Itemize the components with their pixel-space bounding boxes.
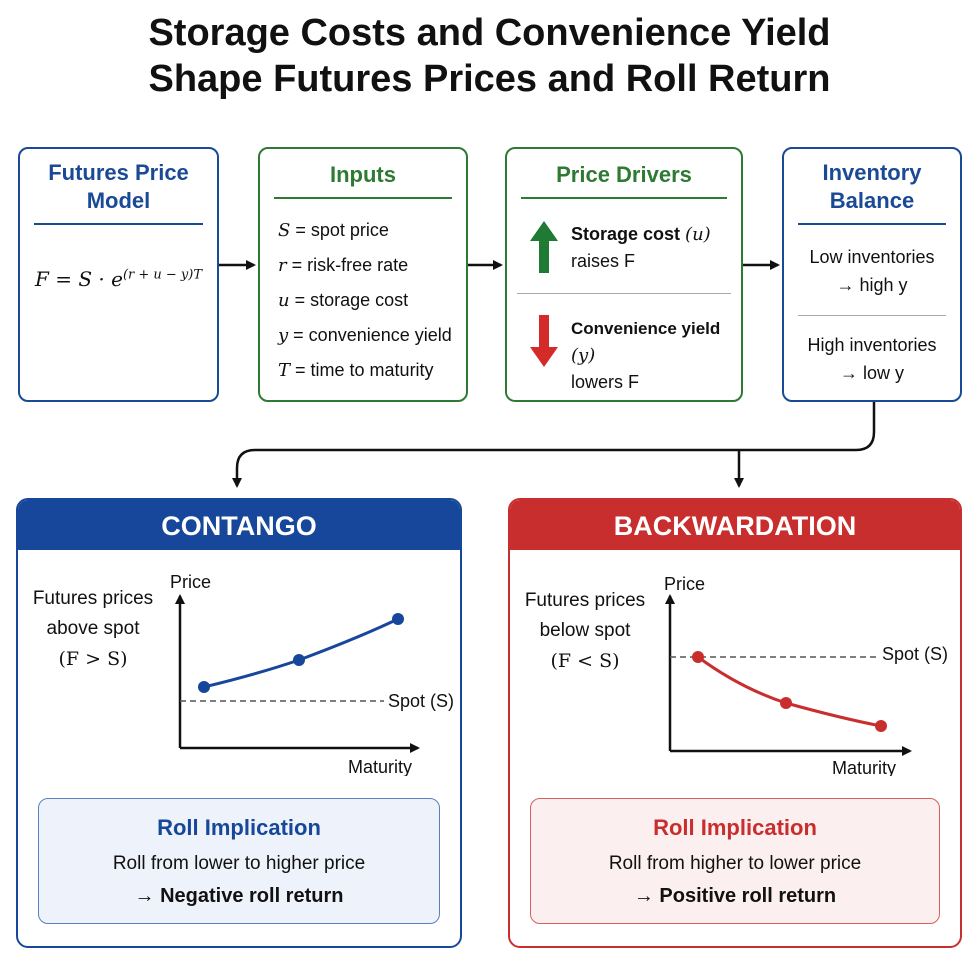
backwardation-desc-line-2: below spot <box>539 620 631 641</box>
low-inventories-text: Low inventories → high y <box>784 243 960 299</box>
price-drivers-title: Price Drivers <box>521 161 727 199</box>
low-inventories-line-2: → high y <box>836 275 908 295</box>
contango-chart: Price Maturity Spot (S) <box>170 572 454 776</box>
input-desc: = storage cost <box>289 290 409 310</box>
contango-y-label: Price <box>170 572 211 592</box>
inventory-title-line-2: Balance <box>829 188 915 213</box>
inventory-balance-box: Inventory Balance Low inventories → high… <box>782 147 962 402</box>
futures-price-model-box: Futures Price Model F = S · e(r + u − y)… <box>18 147 219 402</box>
input-desc: = convenience yield <box>288 325 452 345</box>
contango-roll-box: Roll Implication Roll from lower to high… <box>38 798 440 924</box>
backwardation-panel: BACKWARDATION Futures prices below spot … <box>508 498 962 948</box>
contango-point <box>293 654 305 666</box>
price-drivers-box: Price Drivers Storage cost (u) raises F … <box>505 147 743 402</box>
low-inventories-line-1: Low inventories <box>809 247 935 267</box>
input-symbol: T <box>278 360 291 381</box>
backwardation-roll-box: Roll Implication Roll from higher to low… <box>530 798 940 924</box>
backwardation-roll-line: Roll from higher to lower price <box>608 853 862 874</box>
inputs-list: S = spot price r = risk-free rate u = st… <box>278 213 466 388</box>
contango-point <box>198 681 210 693</box>
driver-storage-cost: Storage cost (u) raises F <box>507 221 741 281</box>
convenience-yield-effect: lowers F <box>571 372 640 392</box>
contango-desc-line-2: above spot <box>46 618 140 639</box>
input-desc: = risk-free rate <box>286 255 409 275</box>
backwardation-point <box>780 697 792 709</box>
backwardation-desc-line-3: (F < S) <box>550 650 620 672</box>
page-title: Storage Costs and Convenience Yield Shap… <box>0 10 979 102</box>
model-title-line-1: Futures Price <box>48 160 189 185</box>
inputs-title: Inputs <box>274 161 452 199</box>
high-inventories-line-2: → low y <box>839 363 904 383</box>
contango-description: Futures prices above spot (F > S) <box>28 584 158 674</box>
input-item: T = time to maturity <box>278 353 466 388</box>
contango-desc-line-1: Futures prices <box>32 588 154 609</box>
futures-formula: F = S · e(r + u − y)T <box>20 267 217 291</box>
formula-exponent: (r + u − y)T <box>122 267 203 283</box>
down-arrow-icon <box>530 315 558 367</box>
contango-desc-line-3: (F > S) <box>58 648 128 670</box>
backwardation-spot-label: Spot (S) <box>882 644 948 664</box>
convenience-yield-label: Convenience yield <box>571 319 721 338</box>
high-inventories-line-1: High inventories <box>807 335 937 355</box>
inventory-title: Inventory Balance <box>798 159 946 225</box>
input-item: r = risk-free rate <box>278 248 466 283</box>
input-symbol: y <box>278 325 289 346</box>
backwardation-curve <box>697 655 882 728</box>
backwardation-desc-line-1: Futures prices <box>524 590 646 611</box>
model-title-line-2: Model <box>86 188 151 213</box>
backwardation-x-label: Maturity <box>832 758 896 776</box>
high-inventories-text: High inventories → low y <box>784 331 960 387</box>
input-item: u = storage cost <box>278 283 466 318</box>
backwardation-point <box>692 651 704 663</box>
input-desc: = spot price <box>290 220 389 240</box>
inventory-title-line-1: Inventory <box>822 160 922 185</box>
drivers-divider <box>517 293 731 294</box>
title-line-1: Storage Costs and Convenience Yield <box>148 12 831 54</box>
contango-roll-result: → Negative roll return <box>134 885 344 907</box>
storage-cost-label: Storage cost <box>571 224 681 244</box>
contango-point <box>392 613 404 625</box>
backwardation-header: BACKWARDATION <box>510 500 960 550</box>
backwardation-roll-title: Roll Implication <box>653 815 817 840</box>
formula-base: F = S · e <box>34 267 123 291</box>
up-arrow-icon <box>530 221 558 273</box>
contango-header: CONTANGO <box>18 500 460 550</box>
storage-cost-text: Storage cost (u) raises F <box>571 221 711 274</box>
backwardation-roll-result: → Positive roll return <box>633 885 837 907</box>
inventory-divider <box>798 315 946 316</box>
input-symbol: S <box>278 220 291 241</box>
contango-x-label: Maturity <box>348 757 412 776</box>
contango-panel: CONTANGO Futures prices above spot (F > … <box>16 498 462 948</box>
connector-inventory-to-panels <box>232 402 876 488</box>
contango-spot-label: Spot (S) <box>388 691 454 711</box>
model-title: Futures Price Model <box>34 159 203 225</box>
convenience-yield-text: Convenience yield (y) lowers F <box>571 315 741 395</box>
contango-curve <box>203 617 399 689</box>
convenience-yield-symbol: (y) <box>571 345 596 366</box>
storage-cost-symbol: (u) <box>685 224 711 245</box>
input-item: y = convenience yield <box>278 318 466 353</box>
contango-roll-line: Roll from lower to higher price <box>112 853 366 874</box>
storage-cost-effect: raises F <box>571 251 636 271</box>
input-symbol: u <box>278 290 290 311</box>
backwardation-y-label: Price <box>664 574 705 594</box>
backwardation-point <box>875 720 887 732</box>
input-symbol: r <box>278 255 287 276</box>
input-desc: = time to maturity <box>290 360 434 380</box>
backwardation-description: Futures prices below spot (F < S) <box>520 586 650 676</box>
input-item: S = spot price <box>278 213 466 248</box>
inputs-box: Inputs S = spot price r = risk-free rate… <box>258 147 468 402</box>
backwardation-chart: Price Maturity Spot (S) <box>664 574 948 776</box>
driver-convenience-yield: Convenience yield (y) lowers F <box>507 315 741 392</box>
contango-roll-title: Roll Implication <box>157 815 321 840</box>
title-line-2: Shape Futures Prices and Roll Return <box>148 58 831 100</box>
